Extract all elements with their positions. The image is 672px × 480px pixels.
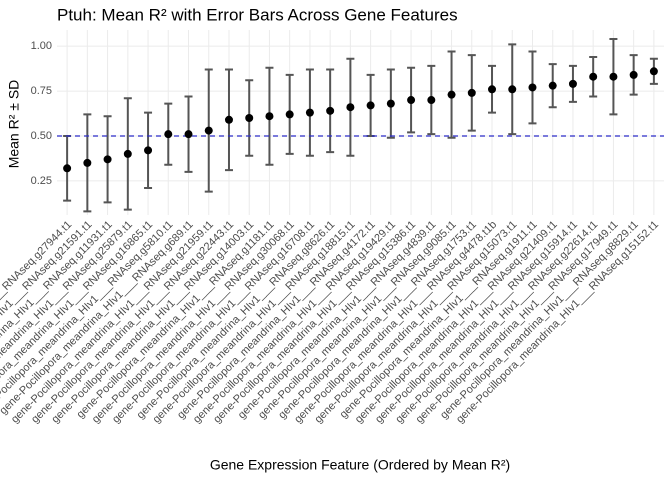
point xyxy=(386,99,395,108)
point xyxy=(609,72,618,81)
point xyxy=(326,106,335,115)
point xyxy=(123,149,132,158)
point xyxy=(488,85,497,94)
point xyxy=(184,130,193,139)
point xyxy=(427,96,436,105)
point xyxy=(224,115,233,124)
point xyxy=(103,155,112,164)
point xyxy=(63,164,72,173)
point xyxy=(366,101,375,110)
y-tick-label: 0.50 xyxy=(31,130,52,142)
point xyxy=(285,110,294,119)
x-axis-title: Gene Expression Feature (Ordered by Mean… xyxy=(210,457,510,473)
point xyxy=(164,130,173,139)
point xyxy=(548,81,557,90)
point xyxy=(346,103,355,112)
point xyxy=(568,79,577,88)
point xyxy=(305,108,314,117)
point xyxy=(265,112,274,121)
y-tick-label: 1.00 xyxy=(31,40,52,52)
chart-title: Ptuh: Mean R² with Error Bars Across Gen… xyxy=(57,5,458,24)
y-tick-label: 0.75 xyxy=(31,85,52,97)
point xyxy=(144,146,153,155)
point xyxy=(204,126,213,135)
point xyxy=(83,158,92,167)
point xyxy=(589,72,598,81)
point xyxy=(528,83,537,92)
point xyxy=(629,70,638,79)
y-axis-title: Mean R² ± SD xyxy=(6,80,22,169)
point xyxy=(407,96,416,105)
y-tick-label: 0.25 xyxy=(31,175,52,187)
point xyxy=(467,88,476,97)
point xyxy=(447,90,456,99)
point xyxy=(245,114,254,123)
point xyxy=(649,67,658,76)
point xyxy=(508,85,517,94)
